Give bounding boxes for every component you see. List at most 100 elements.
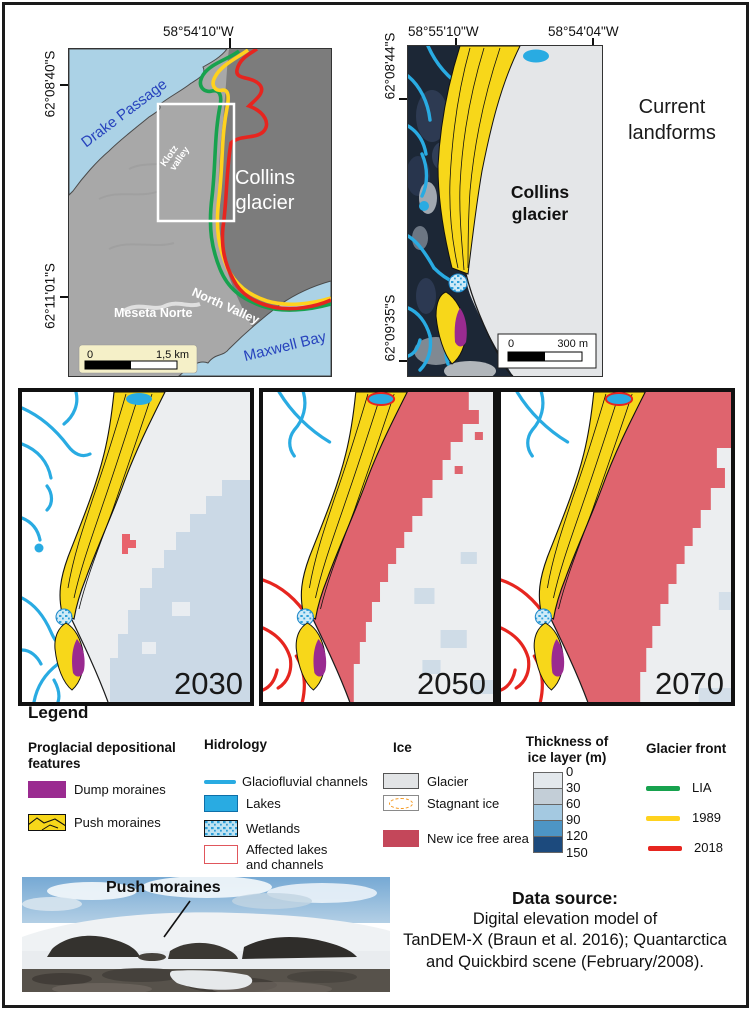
wetland xyxy=(534,608,552,626)
data-source-title: Data source: xyxy=(511,888,618,908)
push-moraine-ridgelines xyxy=(449,47,501,271)
field-photo: Push moraines xyxy=(22,876,390,996)
ramp-tick-150: 150 xyxy=(566,845,588,860)
glacier-front-header: Glacier front xyxy=(646,741,727,756)
landforms-coord-top-left: 58°55'10"W xyxy=(408,24,479,39)
landforms-map: Collins glacier 0 300 m xyxy=(407,45,603,377)
affected-lakes-label: Affected lakes and channels xyxy=(246,842,328,872)
panel-year-2030: 2030 xyxy=(174,666,243,701)
svg-text:1,5 km: 1,5 km xyxy=(156,349,189,361)
front-1989-line-icon xyxy=(646,816,680,821)
wetland xyxy=(55,608,73,626)
affected-lake xyxy=(604,392,634,406)
collins-glacier-label: Collins glacier xyxy=(511,182,570,224)
panel-year-2050: 2050 xyxy=(417,666,486,701)
front-lia-label: LIA xyxy=(692,780,712,795)
ice-thickness-patches xyxy=(698,592,731,702)
data-source-line-2: TanDEM-X (Braun et al. 2016); Quantarcti… xyxy=(403,931,727,950)
ramp-tick-90: 90 xyxy=(566,812,581,827)
glaciofluvial-channels xyxy=(515,392,570,458)
glaciofluvial-channels-label: Glaciofluvial channels xyxy=(242,774,368,789)
lakes-label: Lakes xyxy=(246,796,281,811)
wetlands-label: Wetlands xyxy=(246,821,300,836)
panel-year-2070: 2070 xyxy=(655,666,724,701)
small-pond xyxy=(34,543,44,553)
thickness-header: Thickness of ice layer (m) xyxy=(525,734,609,766)
glaciofluvial-channels xyxy=(277,392,332,458)
photo-arrow xyxy=(163,900,191,938)
ramp-tick-30: 30 xyxy=(566,780,581,795)
glacier-label: Glacier xyxy=(427,774,469,789)
dump-moraines-swatch xyxy=(28,781,66,798)
landforms-coord-left-top: 62°08'44"S xyxy=(382,32,398,100)
overview-left-tick-2 xyxy=(60,296,68,298)
landforms-coord-top-right: 58°54'04"W xyxy=(548,24,619,39)
inset-extent-box xyxy=(156,102,236,223)
glacier-swatch xyxy=(383,773,419,789)
wetland xyxy=(296,608,314,626)
landforms-top-tick-2 xyxy=(592,38,594,45)
push-moraines-swatch xyxy=(28,814,66,831)
front-line-lia xyxy=(198,49,331,312)
front-line-1989 xyxy=(211,49,331,307)
push-moraine-band xyxy=(538,392,646,620)
data-source-line-1: Digital elevation model of xyxy=(472,910,658,928)
dump-moraine xyxy=(551,639,565,677)
stagnant-ice-swatch xyxy=(383,795,419,811)
panel-2050-svg xyxy=(263,392,493,702)
ramp-tick-0: 0 xyxy=(566,764,574,779)
front-1989-label: 1989 xyxy=(692,810,721,825)
push-moraines-label: Push moraines xyxy=(74,815,161,830)
data-source-block: Data source: Digital elevation model of … xyxy=(385,888,745,973)
new-ice-free-speckles xyxy=(424,432,483,495)
new-ice-free-area xyxy=(312,392,479,702)
ice-header: Ice xyxy=(393,740,412,755)
ramp-tick-120: 120 xyxy=(566,828,588,843)
push-moraine-band xyxy=(300,392,408,620)
data-source-line-3: and Quickbird scene (February/2008). xyxy=(426,952,704,971)
landforms-left-tick-1 xyxy=(399,98,407,100)
ramp-cell-30-60 xyxy=(533,788,563,805)
current-landforms-caption: Current landforms xyxy=(628,96,716,144)
push-moraine-band xyxy=(59,392,166,620)
photo-moraine-ridges xyxy=(47,935,357,961)
svg-text:glacier: glacier xyxy=(512,204,569,224)
dump-moraine xyxy=(313,639,327,677)
coast-edge xyxy=(549,617,589,702)
overview-coord-left-top: 62°08'40"S xyxy=(42,50,58,118)
thin-ice-patch xyxy=(172,602,190,616)
new-ice-free-area xyxy=(550,392,731,702)
meseta-norte-label: Meseta Norte xyxy=(114,306,193,320)
push-moraine-band xyxy=(437,46,521,275)
affected-lakes-swatch xyxy=(204,845,238,864)
hidrology-header: Hidrology xyxy=(204,737,267,752)
landforms-map-svg: Collins glacier 0 300 m xyxy=(408,46,602,376)
overview-map: Drake Passage Klotz valley Collins glaci… xyxy=(68,48,332,377)
glaciofluvial-channels xyxy=(22,392,92,702)
affected-lake xyxy=(366,392,396,406)
glacier-dark-area xyxy=(218,49,331,335)
ramp-cell-0-30 xyxy=(533,772,563,789)
small-pond xyxy=(419,201,429,211)
dump-moraine xyxy=(454,308,467,347)
landforms-coord-left-bottom: 62°09'35"S xyxy=(382,294,398,362)
photo-snow-patch xyxy=(169,970,253,990)
coast-edge xyxy=(311,617,351,702)
dump-moraine xyxy=(72,639,85,677)
svg-text:Collins: Collins xyxy=(235,167,295,189)
photo-push-moraines-label: Push moraines xyxy=(106,879,221,896)
wetlands-swatch xyxy=(204,820,238,837)
landforms-left-tick-2 xyxy=(399,360,407,362)
overview-map-svg: Drake Passage Klotz valley Collins glaci… xyxy=(69,49,331,376)
glacier-area xyxy=(466,46,602,376)
landforms-top-tick-1 xyxy=(455,38,457,45)
lakes-swatch xyxy=(204,795,238,812)
ramp-cell-120-150 xyxy=(533,836,563,853)
thin-ice-patch xyxy=(142,642,156,654)
svg-text:glacier: glacier xyxy=(236,192,295,214)
ramp-tick-60: 60 xyxy=(566,796,581,811)
overview-scalebar: 0 1,5 km xyxy=(78,344,198,374)
push-moraine-ridgelines xyxy=(309,393,395,610)
panel-2070-svg xyxy=(501,392,731,702)
coast-edge xyxy=(70,617,109,702)
